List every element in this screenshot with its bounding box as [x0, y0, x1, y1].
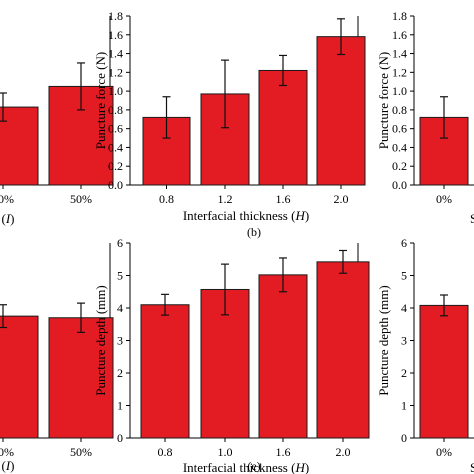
y-tick-label: 1.6 — [392, 28, 407, 42]
y-tick-label: 5 — [117, 269, 123, 283]
y-tick-label: 0.8 — [392, 103, 407, 117]
y-tick-label: 1.6 — [108, 28, 123, 42]
y-tick-label: 0.2 — [108, 159, 123, 173]
y-tick-label: 0.4 — [108, 140, 123, 154]
bar — [419, 304, 469, 439]
bar — [258, 69, 308, 186]
x-tick-label: 0% — [436, 445, 452, 459]
x-tick-label: 0.8 — [158, 445, 173, 459]
y-tick-label: 4 — [401, 301, 407, 315]
bar — [0, 106, 39, 186]
y-axis-title: Puncture depth (mm) — [376, 285, 391, 395]
y-tick-label: 4 — [117, 301, 123, 315]
panel-label: (e) — [247, 459, 260, 473]
y-tick-label: 1 — [401, 399, 407, 413]
x-tick-label: 50% — [70, 192, 92, 206]
x-axis-title: (I) — [1, 211, 14, 226]
y-tick-label: 0.2 — [392, 159, 407, 173]
y-tick-label: 0 — [401, 431, 407, 445]
y-tick-label: 1.0 — [392, 84, 407, 98]
x-axis-title: (I) — [1, 458, 14, 473]
y-tick-label: 1.8 — [392, 9, 407, 23]
y-tick-label: 1.4 — [392, 47, 407, 61]
y-tick-label: 6 — [117, 236, 123, 250]
y-tick-label: 1.0 — [108, 84, 123, 98]
y-tick-label: 0.8 — [108, 103, 123, 117]
x-tick-label: 1.6 — [276, 445, 291, 459]
y-tick-label: 1 — [117, 399, 123, 413]
x-tick-label: 40% — [0, 445, 14, 459]
x-tick-label: 0.8 — [159, 192, 174, 206]
bar — [48, 317, 114, 439]
x-tick-label: 2.0 — [336, 445, 351, 459]
x-tick-label: 1.2 — [218, 192, 233, 206]
y-tick-label: 6 — [401, 236, 407, 250]
bar — [316, 261, 370, 439]
y-tick-label: 1.4 — [108, 47, 123, 61]
y-tick-label: 0.6 — [392, 122, 407, 136]
y-axis-title: Puncture force (N) — [376, 52, 391, 149]
x-axis-title: Interfacial thickness (H) — [183, 460, 309, 474]
y-tick-label: 0 — [117, 431, 123, 445]
bar — [0, 315, 39, 439]
y-axis-title: Puncture depth (mm) — [93, 285, 108, 395]
y-tick-label: 0.6 — [108, 122, 123, 136]
y-tick-label: 2 — [401, 366, 407, 380]
x-tick-label: 1.0 — [218, 445, 233, 459]
x-tick-label: 40% — [0, 192, 14, 206]
x-axis-title: Interfacial thickness (H) — [183, 208, 309, 223]
bar — [316, 36, 366, 186]
y-tick-label: 1.8 — [108, 9, 123, 23]
bar — [258, 274, 308, 439]
panel-label: (b) — [247, 225, 261, 239]
x-tick-label: 1.6 — [276, 192, 291, 206]
y-tick-label: 0.0 — [108, 178, 123, 192]
y-tick-label: 5 — [401, 269, 407, 283]
bar — [140, 304, 190, 439]
y-tick-label: 3 — [401, 334, 407, 348]
x-axis-title: S — [470, 211, 474, 226]
y-tick-label: 0.4 — [392, 140, 407, 154]
y-tick-label: 1.2 — [392, 65, 407, 79]
y-tick-label: 3 — [117, 334, 123, 348]
y-axis-title: Puncture force (N) — [93, 52, 108, 149]
x-tick-label: 50% — [70, 445, 92, 459]
y-tick-label: 1.2 — [108, 65, 123, 79]
y-tick-label: 2 — [117, 366, 123, 380]
y-tick-label: 0.0 — [392, 178, 407, 192]
x-axis-title: S — [470, 460, 474, 474]
x-tick-label: 0% — [436, 192, 452, 206]
x-tick-label: 2.0 — [334, 192, 349, 206]
